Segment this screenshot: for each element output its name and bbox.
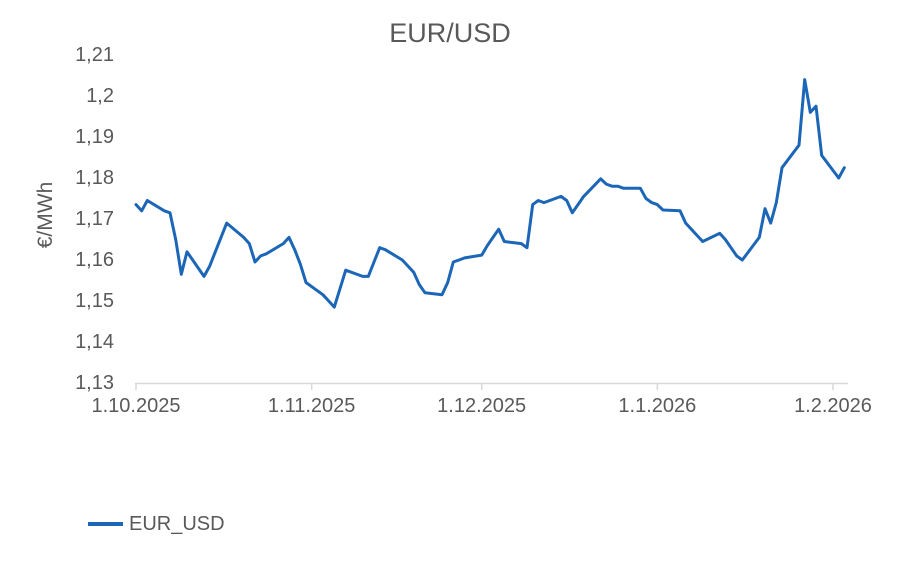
chart-title: EUR/USD [389,18,511,48]
legend: EUR_USD [88,511,225,537]
y-axis-tick-label: 1,15 [75,290,114,312]
y-axis-tick-label: 1,14 [75,331,114,353]
x-axis-tick-label: 1.12.2025 [437,395,527,417]
legend-label: EUR_USD [129,512,225,535]
y-axis-tick-label: 1,19 [75,126,114,148]
y-axis-tick-label: 1,13 [75,372,114,394]
y-axis-tick-label: 1,2 [86,85,114,107]
eur-usd-series-line [134,78,846,309]
x-axis-tick-label: 1.11.2025 [267,395,356,417]
y-axis-tick-label: 1,16 [75,249,114,271]
y-axis-tick-label: 1,21 [75,44,114,66]
y-axis-tick-label: 1,18 [75,167,114,189]
legend-line-swatch [88,522,123,526]
x-axis-tick-label: 1.1.2026 [618,395,697,417]
y-axis-tick-label: 1,17 [75,208,114,230]
x-axis-tick-label: 1.2.2026 [794,395,872,417]
x-axis-tick-label: 1.10.2025 [91,395,181,417]
